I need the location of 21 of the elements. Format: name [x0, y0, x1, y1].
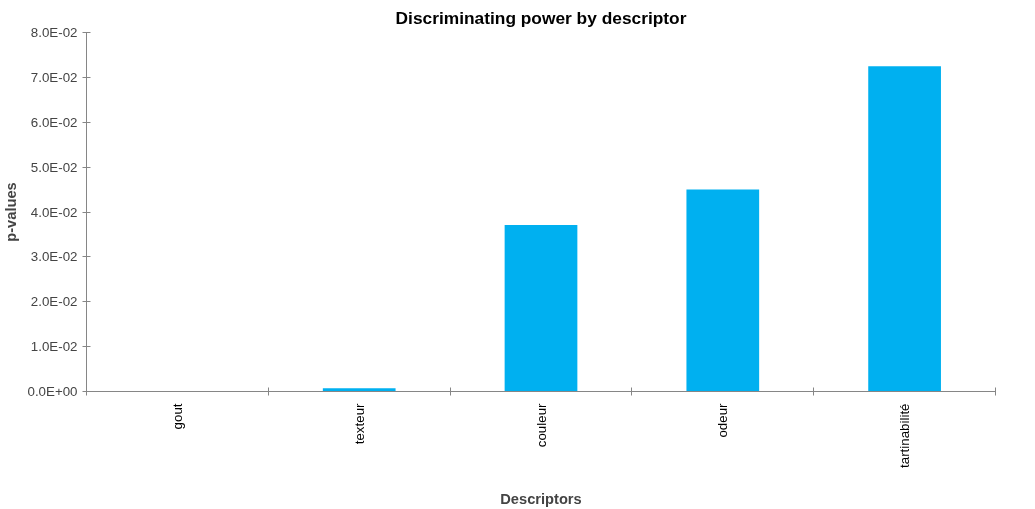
bar	[322, 388, 396, 392]
y-tick-label: 0.0E+00	[27, 384, 78, 399]
y-tick-label: 8.0E-02	[30, 25, 78, 40]
y-tick-label: 7.0E-02	[30, 69, 78, 85]
x-tick-label: texteur	[351, 402, 367, 445]
x-tick-label: odeur	[715, 402, 731, 438]
y-tick-label: 6.0E-02	[30, 114, 78, 130]
y-tick-label: 5.0E-02	[30, 159, 78, 175]
y-axis-title: p-values	[3, 182, 20, 242]
y-tick-label: 2.0E-02	[30, 294, 78, 310]
y-tick-label: 4.0E-02	[30, 204, 78, 220]
bar	[868, 66, 941, 392]
y-tick-label: 1.0E-02	[30, 339, 78, 355]
bar	[686, 189, 760, 392]
y-tick-label: 3.0E-02	[30, 249, 78, 265]
x-axis-title: Descriptors	[500, 490, 582, 507]
bar	[504, 225, 578, 392]
x-tick-label: couleur	[533, 402, 549, 448]
chart-title: Discriminating power by descriptor	[395, 7, 687, 28]
x-tick-label: gout	[169, 403, 185, 430]
x-tick-label: tartinabilité	[897, 403, 913, 468]
